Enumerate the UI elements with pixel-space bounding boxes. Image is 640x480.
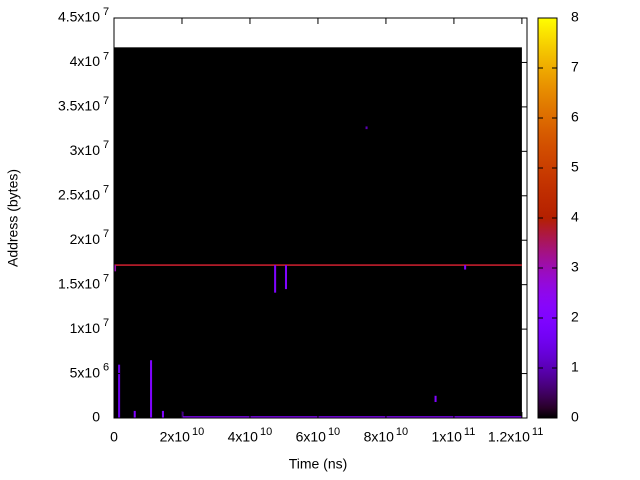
y-tick-label: 1.5x10: [58, 275, 100, 291]
y-tick-exponent: 7: [103, 95, 109, 107]
heatmap-cell: [114, 264, 522, 266]
heatmap-cell: [464, 265, 467, 270]
y-tick-exponent: 7: [103, 6, 109, 18]
x-tick-label: 2x10: [160, 429, 191, 445]
x-tick-exponent: 10: [396, 426, 408, 438]
x-tick-label: 0: [110, 429, 118, 445]
colorbar-tick-label: 8: [571, 9, 579, 25]
y-tick-label: 4.5x10: [58, 9, 100, 25]
colorbar-tick-label: 4: [571, 209, 579, 225]
x-tick-label: 4x10: [228, 429, 259, 445]
heatmap-cell: [161, 410, 164, 418]
y-tick-label: 2x10: [70, 231, 101, 247]
colorbar-tick-label: 3: [571, 259, 579, 275]
y-tick-label: 3x10: [70, 142, 101, 158]
x-tick-label: 1.2x10: [488, 429, 530, 445]
heatmap-cell: [114, 47, 522, 418]
x-tick-label: 1x10: [432, 429, 463, 445]
x-tick-label: 6x10: [296, 429, 327, 445]
x-tick-label: 8x10: [364, 429, 395, 445]
colorbar-tick-label: 7: [571, 59, 579, 75]
heatmap-cell: [434, 395, 437, 402]
y-tick-label: 4x10: [70, 53, 101, 69]
x-tick-exponent: 11: [532, 426, 543, 438]
y-tick-exponent: 7: [103, 50, 109, 62]
x-tick-exponent: 10: [192, 426, 204, 438]
plot-border: [113, 17, 528, 419]
y-tick-exponent: 7: [103, 273, 109, 285]
heatmap-cell: [284, 265, 288, 290]
y-tick-label: 5x10: [70, 364, 101, 380]
y-tick-label: 1x10: [70, 320, 101, 336]
x-tick-exponent: 10: [260, 426, 272, 438]
x-tick-exponent: 11: [464, 426, 475, 438]
colorbar-tick-label: 5: [571, 159, 579, 175]
x-tick-exponent: 10: [328, 426, 340, 438]
y-tick-label: 2.5x10: [58, 186, 100, 202]
heatmap-cell: [114, 265, 117, 272]
heatmap-cell: [181, 416, 522, 418]
y-tick-exponent: 7: [103, 317, 109, 329]
y-tick-exponent: 7: [103, 184, 109, 196]
heatmap-cell: [133, 410, 136, 418]
heatmap-cell: [150, 360, 153, 418]
y-tick-label: 0: [92, 409, 100, 425]
colorbar-tick-label: 6: [571, 109, 579, 125]
heatmap-cell: [274, 265, 277, 293]
heatmap-cell: [118, 364, 121, 418]
y-tick-exponent: 7: [103, 228, 109, 240]
y-tick-exponent: 6: [103, 361, 109, 373]
x-axis-label: Time (ns): [289, 456, 348, 472]
colorbar-tick-label: 2: [571, 309, 579, 325]
y-axis-label: Address (bytes): [5, 169, 21, 267]
colorbar-tick-label: 1: [571, 359, 579, 375]
y-tick-label: 3.5x10: [58, 98, 100, 114]
colorbar-tick-label: 0: [571, 409, 579, 425]
y-tick-exponent: 7: [103, 139, 109, 151]
heatmap-cell: [365, 126, 368, 130]
